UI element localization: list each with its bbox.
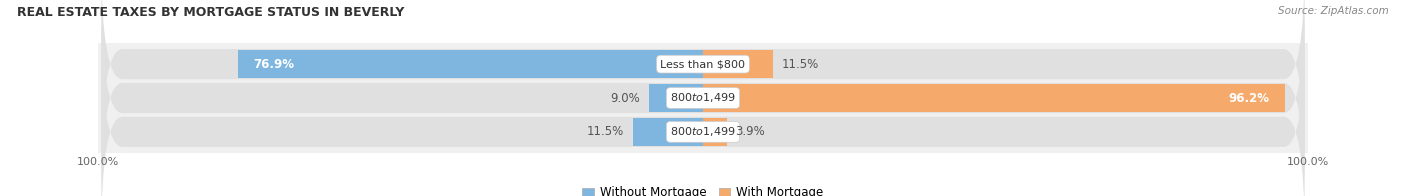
Text: 96.2%: 96.2% bbox=[1229, 92, 1270, 104]
Text: 11.5%: 11.5% bbox=[588, 125, 624, 138]
FancyBboxPatch shape bbox=[101, 0, 1305, 196]
Text: 3.9%: 3.9% bbox=[735, 125, 765, 138]
Bar bbox=[703, 84, 1285, 112]
Text: $800 to $1,499: $800 to $1,499 bbox=[671, 92, 735, 104]
Bar bbox=[634, 118, 703, 145]
Text: Source: ZipAtlas.com: Source: ZipAtlas.com bbox=[1278, 6, 1389, 16]
Text: 9.0%: 9.0% bbox=[610, 92, 640, 104]
Bar bbox=[238, 51, 703, 78]
Bar bbox=[703, 51, 772, 78]
Text: 11.5%: 11.5% bbox=[782, 58, 818, 71]
Bar bbox=[648, 84, 703, 112]
Text: REAL ESTATE TAXES BY MORTGAGE STATUS IN BEVERLY: REAL ESTATE TAXES BY MORTGAGE STATUS IN … bbox=[17, 6, 405, 19]
Text: Less than $800: Less than $800 bbox=[661, 59, 745, 69]
FancyBboxPatch shape bbox=[101, 0, 1305, 168]
Bar bbox=[703, 118, 727, 145]
Text: 76.9%: 76.9% bbox=[253, 58, 294, 71]
Legend: Without Mortgage, With Mortgage: Without Mortgage, With Mortgage bbox=[578, 182, 828, 196]
Text: $800 to $1,499: $800 to $1,499 bbox=[671, 125, 735, 138]
FancyBboxPatch shape bbox=[101, 28, 1305, 196]
